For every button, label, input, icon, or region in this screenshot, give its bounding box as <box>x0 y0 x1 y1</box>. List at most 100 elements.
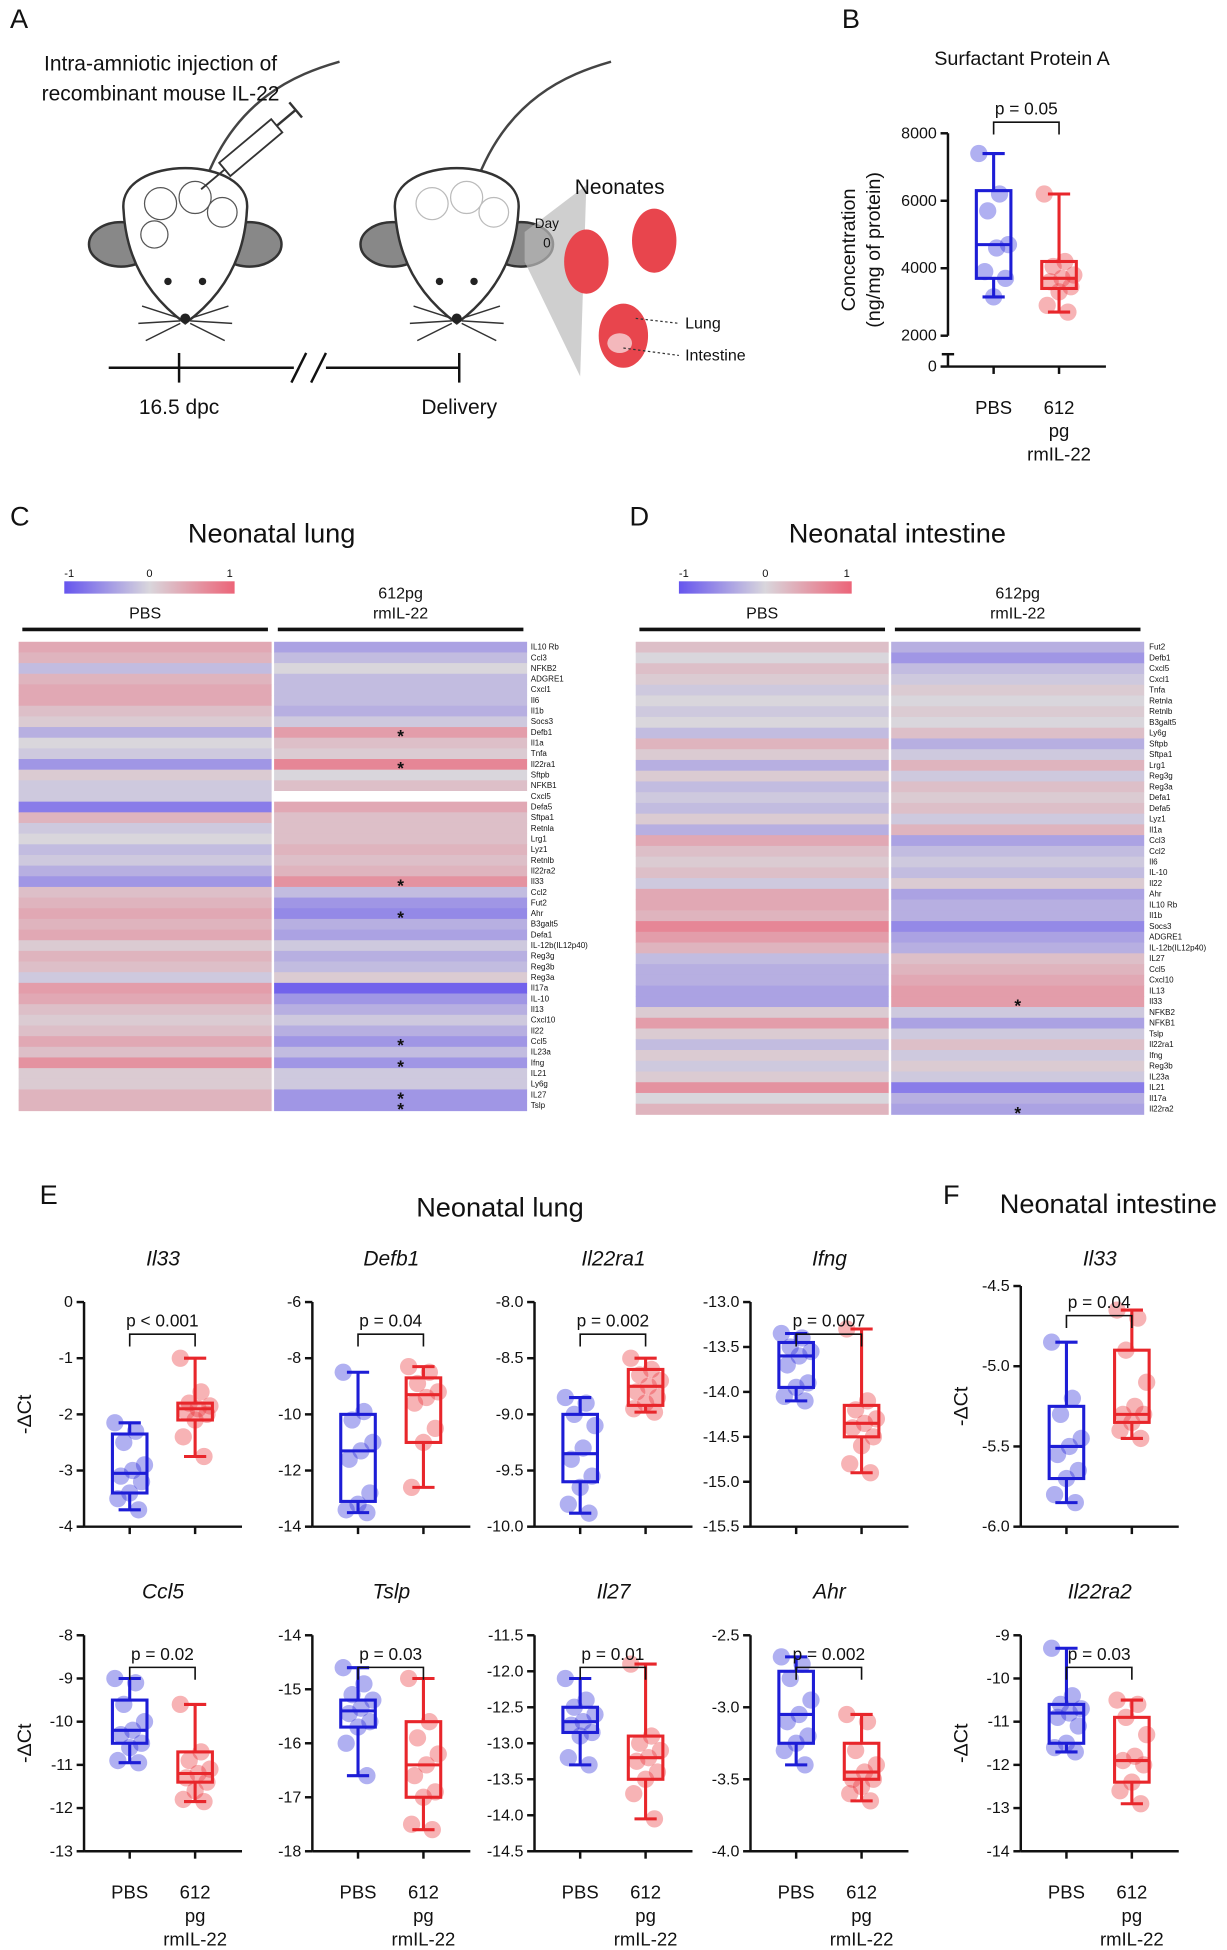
data-point <box>1138 1725 1156 1744</box>
p-value: p = 0.007 <box>793 1311 866 1331</box>
x-tick-label: PBS <box>340 1881 377 1902</box>
heatmap-cell <box>274 695 528 707</box>
heatmap-cell <box>891 1017 1145 1029</box>
heatmap-cell <box>891 738 1145 750</box>
row-label: Il22ra1 <box>531 760 556 769</box>
heatmap-cell <box>18 876 272 888</box>
row-label: Cxcl5 <box>531 792 552 801</box>
heatmap-cell <box>274 918 528 930</box>
row-label: Defa1 <box>531 930 553 939</box>
row-label: NFKB1 <box>531 781 557 790</box>
y-tick-label: -17 <box>278 1788 301 1806</box>
column-label: 612pg <box>995 585 1040 603</box>
y-tick-label: -10.0 <box>487 1518 524 1536</box>
heatmap-cell <box>635 910 889 922</box>
y-tick-label: -14 <box>278 1518 301 1536</box>
group-title: Neonatal intestine <box>1000 1188 1217 1219</box>
caption: recombinant mouse IL-22 <box>42 82 280 105</box>
heatmap-cell <box>891 1071 1145 1083</box>
data-point <box>622 1655 640 1673</box>
heatmap-cell <box>891 899 1145 911</box>
x-tick-label: pg <box>851 1905 872 1926</box>
chart-title: Il22ra2 <box>1068 1581 1132 1604</box>
data-point <box>337 1734 355 1752</box>
chart-title: Ahr <box>811 1581 847 1604</box>
y-tick-label: -1 <box>59 1349 73 1367</box>
heatmap-cell <box>635 684 889 696</box>
heatmap-cell <box>635 781 889 793</box>
heatmap-cell <box>274 1004 528 1016</box>
data-point <box>408 1729 427 1747</box>
heatmap-cell <box>891 1007 1145 1019</box>
row-label: IL27 <box>1149 954 1165 963</box>
bracket <box>357 1666 425 1680</box>
y-tick-label: -13 <box>986 1799 1009 1817</box>
box <box>404 1376 443 1444</box>
row-label: Ccl2 <box>531 888 548 897</box>
x-tick-label: PBS <box>111 1881 148 1902</box>
y-tick-label: 2000 <box>901 327 937 345</box>
heatmap-cell <box>18 918 272 930</box>
heatmap-cell <box>18 737 272 749</box>
row-label: Fut2 <box>531 898 548 907</box>
row-label: Ccl2 <box>1149 847 1166 856</box>
column-label: PBS <box>746 604 778 622</box>
heatmap-cell <box>18 1078 272 1090</box>
heatmap-cell <box>274 940 528 952</box>
row-label: Il1b <box>531 707 544 716</box>
heatmap-cell <box>891 845 1145 858</box>
y-tick-label: -12.0 <box>487 1662 524 1680</box>
y-tick-label: 0 <box>928 358 937 376</box>
row-label: Reg3b <box>531 962 555 971</box>
heatmap-cell <box>274 673 528 685</box>
p-value: p < 0.001 <box>126 1311 199 1331</box>
bracket <box>992 121 1060 135</box>
data-point <box>556 1388 575 1407</box>
y-tick-label: -4 <box>59 1518 73 1536</box>
row-label: Ifng <box>1149 1051 1162 1060</box>
bracket <box>128 1333 196 1347</box>
row-label: Socs3 <box>531 717 554 726</box>
data-point <box>171 1695 189 1714</box>
data-point <box>636 1394 655 1412</box>
row-label: IL-12b(IL12p40) <box>1149 943 1206 952</box>
heatmap-cell <box>18 1014 272 1026</box>
label: 16.5 dpc <box>139 396 219 419</box>
y-tick-label: 8000 <box>901 124 937 142</box>
heatmap-cell <box>274 908 528 920</box>
data-point <box>772 1648 790 1666</box>
chart-title: Neonatal lung <box>188 518 356 549</box>
group-title: Neonatal lung <box>416 1192 584 1223</box>
row-label: Tnfa <box>531 749 548 758</box>
y-tick-label: -12 <box>278 1462 301 1480</box>
heatmap-cell <box>891 942 1145 954</box>
heatmap-cell <box>18 769 272 781</box>
row-label: IL13 <box>1149 986 1165 995</box>
colorbar-tick-label: 1 <box>227 568 233 580</box>
chart-title: Il22ra1 <box>581 1247 645 1270</box>
y-tick-label: -13.0 <box>703 1293 740 1311</box>
p-value: p = 0.05 <box>995 99 1058 119</box>
data-point <box>838 1320 856 1338</box>
x-tick-label: rmIL-22 <box>1100 1928 1164 1949</box>
heatmap-cell <box>274 716 528 728</box>
heatmap-cell <box>635 1017 889 1029</box>
heatmap-cell <box>891 792 1145 804</box>
bracket <box>795 1333 863 1347</box>
heatmap-cell <box>274 1068 528 1080</box>
label: Day <box>535 216 559 231</box>
y-tick-label: -14.0 <box>487 1806 524 1824</box>
y-tick-label: -14.5 <box>487 1842 524 1860</box>
heatmap-cell <box>274 727 528 739</box>
heatmap-cell <box>18 812 272 824</box>
row-label: Cxcl1 <box>531 685 552 694</box>
bracket <box>1065 1666 1133 1680</box>
box <box>110 1698 149 1745</box>
heatmap-cell <box>635 1050 889 1062</box>
row-label: Sftpb <box>1149 739 1168 748</box>
p-value: p = 0.03 <box>1068 1644 1131 1664</box>
data-point <box>1038 296 1056 314</box>
diagram: Intra-amniotic injection of recombinant … <box>42 53 746 419</box>
x-tick-label: 612 <box>630 1881 661 1902</box>
